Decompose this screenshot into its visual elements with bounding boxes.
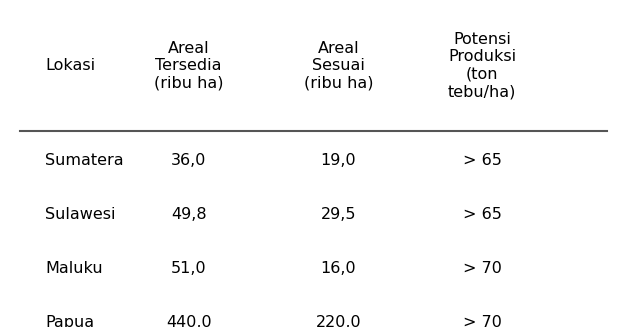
Text: 19,0: 19,0 [320, 153, 356, 168]
Text: 29,5: 29,5 [321, 207, 356, 222]
Text: 16,0: 16,0 [320, 261, 356, 276]
Text: > 65: > 65 [463, 207, 502, 222]
Text: 49,8: 49,8 [171, 207, 206, 222]
Text: Sumatera: Sumatera [45, 153, 124, 168]
Text: > 70: > 70 [463, 261, 502, 276]
Text: 51,0: 51,0 [171, 261, 206, 276]
Text: 440,0: 440,0 [166, 315, 211, 327]
Text: Maluku: Maluku [45, 261, 103, 276]
Text: Areal
Tersedia
(ribu ha): Areal Tersedia (ribu ha) [154, 41, 223, 91]
Text: > 65: > 65 [463, 153, 502, 168]
Text: Areal
Sesuai
(ribu ha): Areal Sesuai (ribu ha) [303, 41, 373, 91]
Text: Papua: Papua [45, 315, 94, 327]
Text: Potensi
Produksi
(ton
tebu/ha): Potensi Produksi (ton tebu/ha) [448, 32, 516, 99]
Text: Sulawesi: Sulawesi [45, 207, 115, 222]
Text: 36,0: 36,0 [171, 153, 206, 168]
Text: 220,0: 220,0 [315, 315, 361, 327]
Text: Lokasi: Lokasi [45, 58, 95, 73]
Text: > 70: > 70 [463, 315, 502, 327]
